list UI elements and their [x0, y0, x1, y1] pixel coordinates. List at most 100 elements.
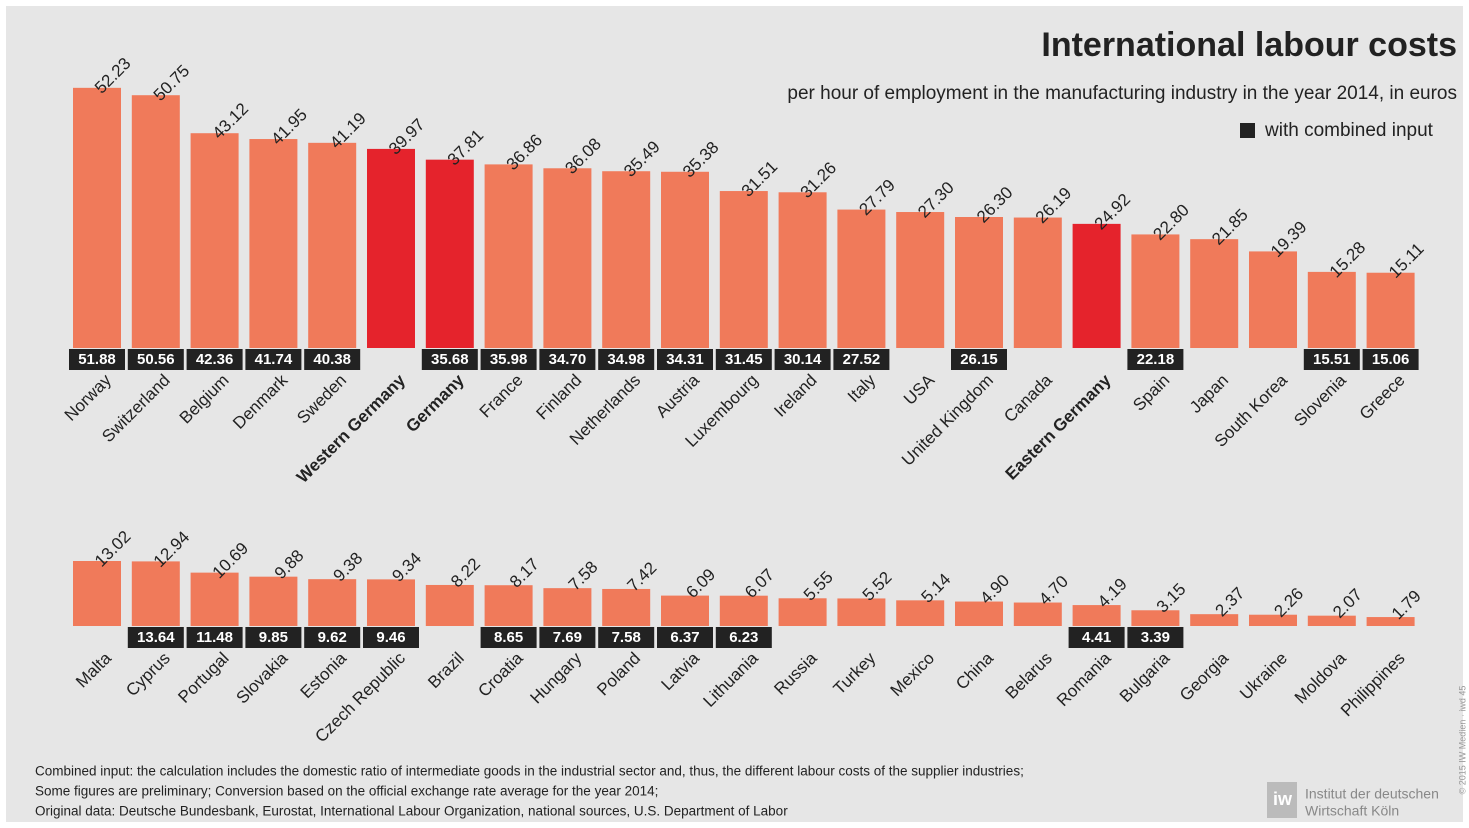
- combined-box: [1362, 349, 1419, 370]
- combined-box: [657, 627, 713, 648]
- bar: [896, 600, 945, 626]
- combined-box: [951, 349, 1007, 370]
- bar: [661, 595, 709, 626]
- combined-box: [598, 349, 655, 370]
- background: [6, 6, 1463, 822]
- combined-label: 41.74: [255, 351, 293, 368]
- combined-box: [1127, 349, 1184, 370]
- combined-box: [715, 349, 772, 370]
- combined-label: 8.65: [494, 629, 523, 646]
- combined-label: 6.23: [729, 629, 758, 646]
- legend-swatch: [1240, 123, 1255, 138]
- combined-label: 13.64: [137, 629, 175, 646]
- combined-label: 7.58: [612, 629, 641, 646]
- bar: [249, 139, 298, 348]
- bar: [1307, 615, 1356, 626]
- bar: [1013, 217, 1062, 348]
- bar: [661, 171, 709, 348]
- logo: iw Institut der deutschen Wirtschaft Köl…: [1267, 782, 1439, 819]
- bar: [367, 579, 415, 626]
- bar: [1249, 614, 1297, 626]
- combined-box: [1127, 627, 1184, 648]
- logo-letters: iw: [1273, 789, 1293, 809]
- combined-label: 50.56: [137, 351, 175, 368]
- bar: [955, 216, 1003, 348]
- chart-subtitle: per hour of employment in the manufactur…: [787, 83, 1457, 104]
- bar: [1366, 272, 1415, 348]
- logo-mark: [1267, 782, 1297, 818]
- bar: [249, 576, 298, 626]
- combined-label: 51.88: [78, 351, 116, 368]
- combined-box: [1303, 349, 1360, 370]
- bar: [1249, 251, 1297, 348]
- combined-label: 15.06: [1372, 351, 1410, 368]
- bar: [837, 598, 886, 626]
- legend-label: with combined input: [1264, 120, 1434, 141]
- bar: [1013, 602, 1062, 626]
- combined-box: [539, 349, 596, 370]
- combined-box: [304, 349, 361, 370]
- combined-label: 34.70: [549, 351, 587, 368]
- bar: [425, 584, 474, 626]
- combined-box: [245, 349, 302, 370]
- logo-text: Wirtschaft Köln: [1305, 803, 1399, 819]
- combined-label: 15.51: [1313, 351, 1351, 368]
- bar: [1190, 239, 1239, 348]
- combined-label: 3.39: [1141, 629, 1170, 646]
- combined-box: [657, 349, 713, 370]
- combined-box: [186, 627, 243, 648]
- note: Some figures are preliminary; Conversion…: [35, 784, 658, 799]
- bar: [1072, 223, 1121, 348]
- combined-box: [304, 627, 361, 648]
- combined-box: [245, 627, 302, 648]
- combined-label: 34.98: [607, 351, 645, 368]
- bar: [484, 585, 533, 626]
- combined-label: 22.18: [1137, 351, 1175, 368]
- combined-label: 27.52: [843, 351, 881, 368]
- combined-label: 11.48: [196, 629, 233, 646]
- combined-box: [186, 349, 243, 370]
- bar: [73, 87, 121, 348]
- combined-box: [127, 349, 184, 370]
- bar: [308, 142, 357, 348]
- combined-box: [774, 349, 831, 370]
- combined-label: 42.36: [196, 351, 234, 368]
- combined-box: [715, 627, 772, 648]
- bar: [543, 168, 592, 348]
- combined-label: 31.45: [725, 351, 763, 368]
- combined-label: 35.98: [490, 351, 528, 368]
- copyright: © 2015 IW Medien · iwd 45: [1457, 686, 1467, 795]
- bar: [131, 561, 180, 626]
- combined-label: 9.85: [259, 629, 288, 646]
- bar: [1307, 271, 1356, 348]
- combined-box: [127, 627, 184, 648]
- combined-label: 7.69: [553, 629, 582, 646]
- combined-box: [598, 627, 655, 648]
- combined-box: [1068, 627, 1125, 648]
- logo-text: Institut der deutschen: [1305, 786, 1439, 802]
- combined-label: 34.31: [666, 351, 704, 368]
- bar: [367, 148, 415, 348]
- combined-label: 4.41: [1082, 629, 1111, 646]
- bar: [602, 588, 651, 626]
- bar: [602, 171, 651, 348]
- bar: [1072, 605, 1121, 626]
- bar: [719, 191, 768, 348]
- bar: [543, 588, 592, 626]
- combined-box: [363, 627, 419, 648]
- combined-box: [480, 627, 537, 648]
- combined-label: 6.37: [670, 629, 699, 646]
- combined-box: [833, 349, 890, 370]
- combined-box: [421, 349, 478, 370]
- bar: [190, 572, 239, 626]
- bar: [1131, 234, 1180, 348]
- combined-box: [69, 349, 125, 370]
- bar: [719, 595, 768, 626]
- combined-label: 30.14: [784, 351, 822, 368]
- bar: [896, 212, 945, 348]
- bar: [1190, 614, 1239, 626]
- bar: [955, 601, 1003, 626]
- bar: [73, 560, 121, 626]
- bar: [778, 192, 827, 348]
